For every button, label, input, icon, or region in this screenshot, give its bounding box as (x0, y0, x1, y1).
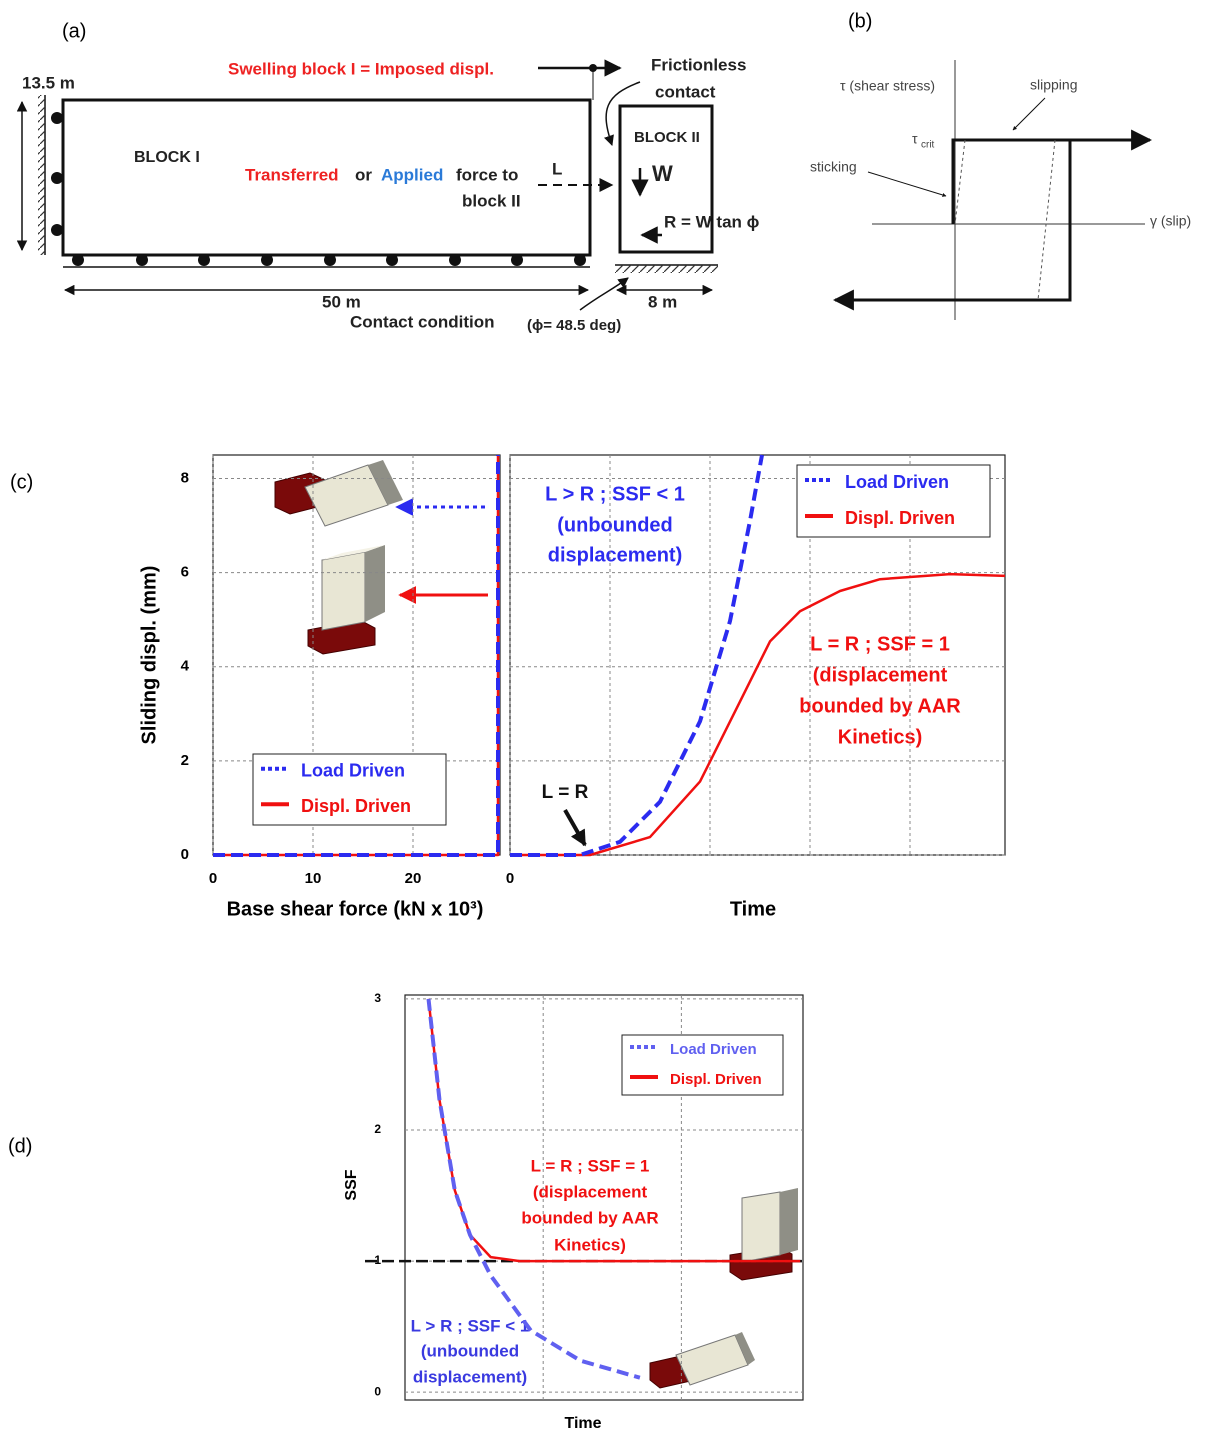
y-tick-label: 4 (181, 658, 190, 675)
label: crit (921, 140, 935, 151)
legend-box (796, 464, 991, 538)
y-tick-label: 8 (181, 469, 189, 486)
y-tick-label: 1 (374, 1253, 381, 1267)
label: τ (shear stress) (840, 78, 935, 94)
legend-label: Load Driven (670, 1041, 757, 1058)
y-tick-label: 3 (374, 991, 381, 1005)
annotation: L > R ; SSF < 1 (unbounded displacement) (545, 483, 685, 566)
elastic (1037, 139, 1056, 301)
label: BLOCK II (634, 129, 700, 146)
loop (832, 140, 1072, 311)
pointer (867, 171, 947, 197)
annotation-line: Kinetics) (838, 726, 922, 748)
y-tick-label: 2 (181, 752, 189, 769)
diagram-b: τ (shear stress) slipping τ crit stickin… (810, 60, 1191, 320)
y-tick-label: 0 (181, 846, 189, 863)
block-illustrations (274, 460, 798, 1389)
label: slipping (1030, 77, 1077, 93)
annotation-line: bounded by AAR (799, 695, 961, 717)
legend-label: Displ. Driven (670, 1071, 762, 1088)
x-axis-label: Time (730, 898, 776, 920)
label: 8 m (648, 292, 677, 311)
legend-label: Displ. Driven (301, 796, 411, 816)
supports (51, 112, 586, 266)
series-line (213, 455, 500, 857)
annotation-line: L > R ; SSF < 1 (545, 483, 685, 505)
label: or (355, 165, 372, 184)
legend-label: Load Driven (301, 761, 405, 781)
label: 50 m (322, 292, 361, 311)
block-ii (618, 104, 714, 254)
label: contact (655, 82, 716, 101)
panel-label: (a) (62, 20, 86, 42)
panel-label: (d) (8, 1135, 32, 1157)
label: L (552, 159, 562, 178)
annotation-line: displacement) (413, 1367, 527, 1386)
ground-hatch (615, 265, 718, 273)
annotation: L = R ; SSF = 1 (displacement bounded by… (542, 633, 962, 803)
x-tick-label: 0 (506, 870, 514, 887)
legend-label: Displ. Driven (845, 508, 955, 528)
label: force to (456, 165, 518, 184)
label: BLOCK I (134, 149, 200, 166)
series-line (510, 454, 764, 857)
label: (ϕ= 48.5 deg) (527, 317, 621, 334)
legend-label: Load Driven (845, 472, 949, 492)
loop (951, 129, 1153, 224)
pointer (563, 809, 587, 847)
arrow (603, 81, 641, 146)
label: R = W tan ϕ (664, 212, 760, 231)
y-axis-label: Sliding displ. (mm) (138, 566, 160, 745)
y-axis-label: SSF (343, 1169, 360, 1200)
legend-box (252, 753, 447, 826)
label: Transferred (245, 165, 339, 184)
elastic (954, 139, 966, 225)
series-line (426, 998, 641, 1380)
label: 13.5 m (22, 73, 75, 92)
annotation-line: L > R ; SSF < 1 (411, 1316, 530, 1335)
x-axis-label: Base shear force (kN x 10³) (227, 898, 484, 920)
label: Frictionless (651, 55, 746, 74)
diagram-a: 13.5 m Swelling block I = Imposed displ.… (16, 55, 760, 334)
y-tick-label: 2 (374, 1122, 381, 1136)
label: sticking (810, 159, 857, 175)
label: Swelling block I = Imposed displ. (228, 59, 494, 78)
panel-label: (b) (848, 10, 872, 32)
label: block II (462, 191, 521, 210)
annotation-line: Kinetics) (554, 1235, 626, 1254)
x-tick-label: 10 (305, 870, 322, 887)
annotation-line: (unbounded (421, 1341, 519, 1360)
panel-label: (c) (10, 471, 33, 493)
plot-frame (404, 994, 804, 1401)
annotation: L = R ; SSF = 1 (displacement bounded by… (411, 1156, 659, 1386)
annotation-line: (displacement (813, 664, 948, 686)
block-i (61, 98, 592, 257)
series-line (510, 572, 1006, 857)
label: Applied (381, 165, 443, 184)
wall-hatch (38, 95, 45, 255)
y-tick-label: 0 (374, 1384, 381, 1398)
annotation-line: L = R ; SSF = 1 (810, 633, 950, 655)
arrow (579, 277, 629, 311)
label: W (652, 161, 673, 186)
annotation-line: L = R (542, 782, 589, 803)
y-tick-label: 6 (181, 564, 189, 581)
annotation-line: (displacement (533, 1182, 648, 1201)
pointer (1012, 97, 1046, 131)
x-tick-label: 0 (209, 870, 217, 887)
annotation-line: (unbounded (557, 514, 673, 536)
legend-box (621, 1034, 784, 1096)
annotation-line: L = R ; SSF = 1 (531, 1156, 650, 1175)
label: τ (912, 131, 918, 147)
annotation-line: displacement) (548, 544, 682, 566)
label: Contact condition (350, 312, 494, 331)
annotation-line: bounded by AAR (521, 1208, 658, 1227)
x-tick-label: 20 (405, 870, 422, 887)
x-axis-label: Time (564, 1415, 601, 1432)
label: γ (slip) (1150, 213, 1191, 229)
